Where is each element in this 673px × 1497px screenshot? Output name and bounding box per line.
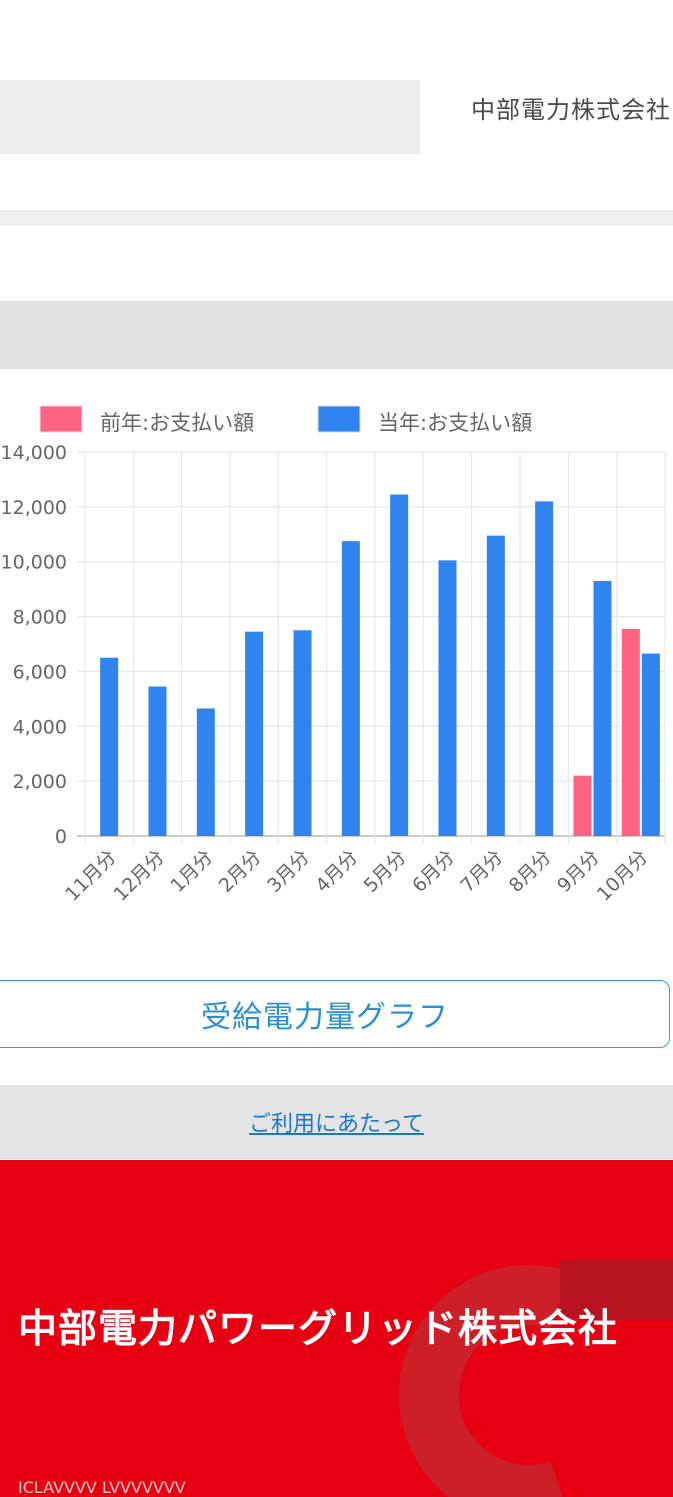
bar-current-year [535, 501, 554, 836]
usage-bar: ご利用にあたって [0, 1085, 673, 1159]
header-divider [0, 210, 673, 226]
bar-current-year [593, 580, 612, 836]
footer-partial-text: ICLAVVVV LVVVVVVV [18, 1478, 186, 1497]
x-tick-label: 4月分 [311, 846, 362, 897]
header-shade [0, 80, 420, 154]
x-tick-label: 8月分 [505, 846, 556, 897]
y-tick-label: 6,000 [13, 661, 67, 683]
x-tick-label: 12月分 [110, 846, 170, 906]
legend-label: 前年:お支払い額 [100, 411, 254, 435]
legend-swatch [39, 405, 83, 433]
payment-chart: 前年:お支払い額 当年:お支払い額 0 2,000 4,000 6,000 8,000 10,… [0, 390, 673, 950]
x-tick-label: 5月分 [360, 846, 411, 897]
bar-current-year [390, 494, 409, 836]
y-tick-label: 14,000 [1, 442, 67, 464]
bar-current-year [100, 657, 119, 836]
y-tick-label: 12,000 [1, 497, 67, 519]
x-tick-label: 11月分 [61, 846, 121, 906]
y-tick-label: 2,000 [13, 771, 67, 793]
power-graph-button[interactable]: 受給電力量グラフ [0, 980, 670, 1048]
company-name: 中部電力株式会社 [471, 96, 671, 124]
header-band: 中部電力株式会社 [0, 72, 673, 226]
y-tick-label: 8,000 [13, 607, 67, 629]
legend-swatch [317, 405, 361, 433]
legend-label: 当年:お支払い額 [378, 411, 532, 435]
terms-of-use-link[interactable]: ご利用にあたって [249, 1112, 424, 1137]
bar-current-year [341, 541, 360, 836]
bar-current-year [438, 560, 457, 836]
bar-current-year [641, 653, 660, 836]
bar-previous-year [621, 628, 640, 836]
bar-current-year [148, 686, 167, 836]
y-tick-label: 10,000 [1, 552, 67, 574]
bar-current-year [196, 708, 215, 836]
bar-current-year [293, 630, 312, 836]
x-tick-label: 2月分 [215, 846, 266, 897]
footer: 中部電力パワーグリッド株式会社 ICLAVVVV LVVVVVVV [0, 1160, 673, 1497]
bar-current-year [245, 631, 264, 836]
brand-logo-icon [398, 1260, 673, 1497]
x-tick-label: 7月分 [456, 846, 507, 897]
x-tick-label: 6月分 [408, 846, 459, 897]
y-tick-label: 0 [55, 826, 67, 848]
x-tick-label: 3月分 [263, 846, 314, 897]
bar-current-year [486, 535, 505, 836]
bar-previous-year [573, 775, 592, 836]
x-tick-label: 1月分 [166, 846, 217, 897]
section-header-bar [0, 301, 673, 369]
x-tick-label: 10月分 [593, 846, 653, 906]
bar-chart-svg: 前年:お支払い額 当年:お支払い額 0 2,000 4,000 6,000 8,000 10,… [1, 405, 666, 906]
y-tick-label: 4,000 [13, 716, 67, 738]
footer-company-name: 中部電力パワーグリッド株式会社 [18, 1307, 619, 1352]
